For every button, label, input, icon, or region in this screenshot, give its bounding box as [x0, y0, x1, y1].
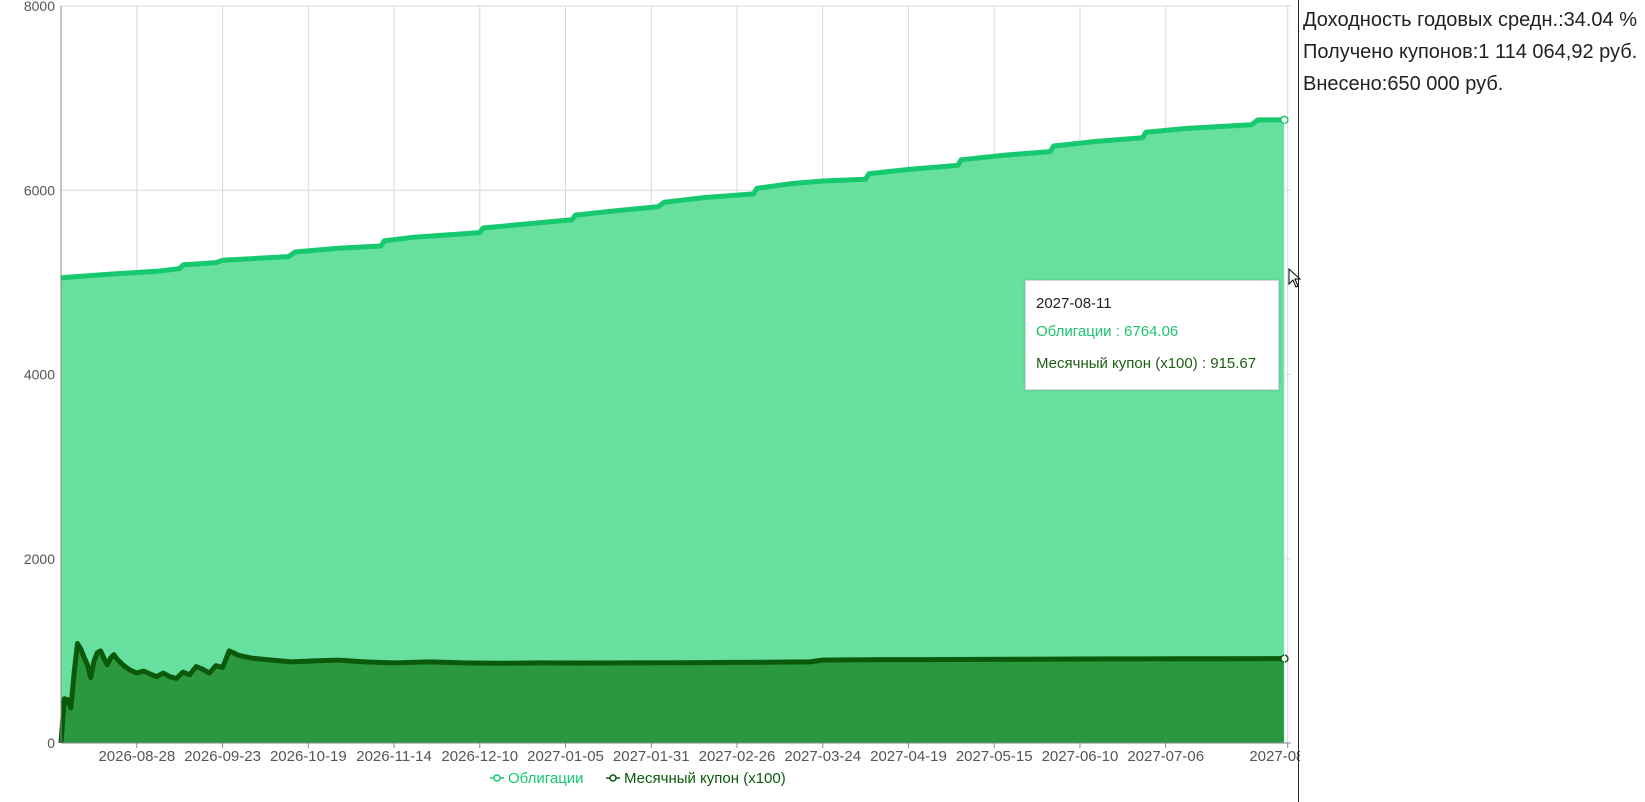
tooltip-bonds-value: Облигации : 6764.06 — [1036, 323, 1179, 340]
x-tick-label: 2027-01-31 — [613, 748, 690, 765]
legend-swatch-marker — [493, 774, 501, 782]
tooltip-coupon-value: Месячный купон (x100) : 915.67 — [1036, 355, 1257, 372]
x-tick-label: 2026-08-28 — [98, 748, 175, 765]
stat-coupons-label: Получено купонов: — [1303, 41, 1479, 63]
bonds-area — [61, 119, 1285, 743]
x-tick-label: 2027-03-24 — [784, 748, 861, 765]
stat-coupons: Получено купонов:1 114 064,92 руб. — [1303, 36, 1637, 68]
stat-yield-value: 34.04 % — [1563, 9, 1638, 31]
x-tick-label: 2026-09-23 — [184, 748, 261, 765]
stat-invested: Внесено:650 000 руб. — [1303, 68, 1637, 100]
x-tick-label: 2026-11-14 — [356, 748, 432, 765]
mouse-cursor-icon — [1288, 268, 1302, 288]
panel-divider — [1298, 0, 1299, 802]
x-tick-label: 2027-05-15 — [956, 748, 1033, 765]
bonds-line — [60, 117, 1285, 281]
y-tick-label: 4000 — [24, 367, 55, 383]
x-tick-label: 2027-02-26 — [699, 748, 776, 765]
coupon-area — [61, 643, 1285, 743]
x-tick-label: 2026-12-10 — [441, 748, 518, 765]
stat-invested-value: 650 000 руб. — [1387, 73, 1504, 95]
area-chart: 0 2000 4000 6000 8000 2026-08-28 2026-09-23 202… — [24, 0, 1300, 787]
chart-area: 0 2000 4000 6000 8000 2026-08-28 2026-09-23 202… — [24, 0, 1302, 787]
stat-yield-label: Доходность годовых средн.: — [1303, 9, 1564, 31]
stat-coupons-value: 1 114 064,92 руб. — [1478, 41, 1638, 63]
tooltip-date: 2027-08-11 — [1036, 295, 1112, 312]
x-tick-label: 2027-01-05 — [527, 748, 604, 765]
legend-label: Месячный купон (x100) — [624, 770, 786, 787]
y-tick-label: 0 — [47, 735, 55, 751]
stats-panel: Доходность годовых средн.:34.04 % Получе… — [1303, 4, 1637, 100]
coupon-line — [58, 641, 1285, 744]
stat-invested-label: Внесено: — [1303, 73, 1388, 95]
x-tick-label: 2027-04-19 — [870, 748, 947, 765]
legend-label: Облигации — [508, 770, 584, 787]
stat-yield: Доходность годовых средн.:34.04 % — [1303, 4, 1637, 36]
x-tick-label: 2027-08-12 — [1249, 748, 1300, 765]
x-tick-label: 2027-06-10 — [1042, 748, 1119, 765]
x-tick-label: 2027-07-06 — [1127, 748, 1204, 765]
y-tick-label: 8000 — [24, 0, 55, 14]
chart-tooltip: 2027-08-11 Облигации : 6764.06 Месячный … — [1025, 280, 1279, 390]
x-tick-label: 2026-10-19 — [270, 748, 347, 765]
y-tick-label: 2000 — [24, 551, 55, 567]
y-tick-label: 6000 — [24, 182, 55, 198]
legend-swatch-marker — [609, 774, 617, 782]
